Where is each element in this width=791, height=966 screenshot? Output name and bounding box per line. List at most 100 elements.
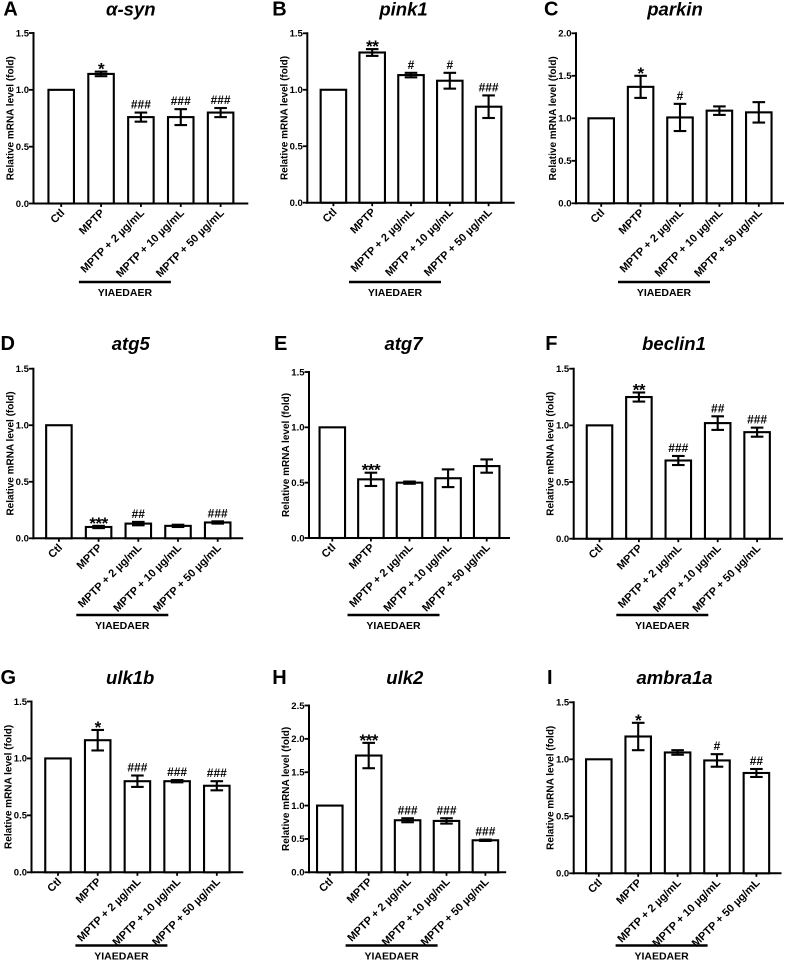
x-category-label: MPTP + 10 µg/mL bbox=[651, 542, 724, 615]
significance-marker: ** bbox=[366, 37, 379, 56]
x-category-label: MPTP + 10 µg/mL bbox=[381, 541, 454, 614]
x-category-label: MPTP bbox=[615, 877, 645, 907]
bar bbox=[203, 521, 232, 540]
x-category-label: Ctl bbox=[587, 542, 606, 561]
group-label: YIAEDAER bbox=[368, 287, 423, 299]
significance-marker: ### bbox=[131, 98, 151, 112]
x-category-label: Ctl bbox=[48, 207, 67, 226]
y-tick-label: 1.0 bbox=[559, 114, 572, 125]
bar bbox=[624, 735, 653, 875]
y-axis-label: Relative mRNA level (fold) bbox=[4, 725, 15, 849]
significance-marker: ## bbox=[132, 507, 146, 521]
bar bbox=[319, 88, 347, 204]
panel-title-d: atg5 bbox=[112, 333, 151, 354]
y-tick-label: 1.0 bbox=[291, 801, 304, 812]
y-axis-label: Relative mRNA level (fold) bbox=[6, 56, 17, 180]
significance-marker: ### bbox=[167, 765, 187, 779]
significance-marker: * bbox=[98, 60, 105, 79]
panel-title-g: ulk1b bbox=[106, 667, 154, 688]
significance-marker: # bbox=[407, 58, 414, 72]
y-tick-label: 0.5 bbox=[556, 812, 570, 823]
x-category-label: MPTP + 10 µg/mL bbox=[114, 207, 187, 280]
y-tick-label: 0.5 bbox=[291, 834, 305, 845]
bar bbox=[47, 88, 76, 205]
x-category-label: MPTP bbox=[617, 207, 647, 237]
panel-letter-g: G bbox=[1, 667, 17, 689]
panel-title-a: α-syn bbox=[106, 0, 156, 20]
bar bbox=[625, 395, 654, 540]
panel-letter-d: D bbox=[1, 333, 15, 355]
y-axis-label: Relative mRNA level (fold) bbox=[546, 392, 557, 516]
y-tick-label: 0.5 bbox=[559, 156, 573, 167]
bar bbox=[356, 478, 385, 540]
y-tick-label: 0.5 bbox=[556, 477, 570, 488]
y-axis-label: Relative mRNA level (fold) bbox=[281, 393, 292, 517]
y-axis-label: Relative mRNA level (fold) bbox=[548, 56, 559, 180]
y-tick-label: 1.5 bbox=[289, 29, 303, 40]
bar bbox=[435, 79, 464, 204]
panel-title-b: pink1 bbox=[378, 0, 427, 20]
x-category-label: MPTP + 50 µg/mL bbox=[422, 206, 495, 279]
y-tick-label: 1.0 bbox=[289, 85, 302, 96]
y-tick-label: 0.0 bbox=[291, 533, 304, 544]
y-tick-label: 1.0 bbox=[14, 754, 27, 765]
y-tick-label: 1.5 bbox=[16, 364, 30, 375]
significance-marker: ** bbox=[633, 381, 646, 400]
significance-marker: *** bbox=[361, 461, 380, 480]
panel-title-h: ulk2 bbox=[386, 667, 424, 688]
bar bbox=[587, 117, 616, 205]
panel-letter-e: E bbox=[274, 333, 287, 355]
y-tick-label: 1.5 bbox=[16, 28, 30, 39]
x-category-label: MPTP bbox=[77, 207, 107, 237]
x-category-label: Ctl bbox=[320, 206, 339, 225]
bar bbox=[743, 431, 772, 540]
y-tick-label: 0.0 bbox=[559, 199, 572, 210]
y-tick-label: 0.0 bbox=[291, 868, 304, 879]
y-axis-label: Relative mRNA level (fold) bbox=[279, 56, 290, 180]
significance-marker: ### bbox=[747, 413, 767, 427]
bar bbox=[123, 780, 152, 874]
y-tick-label: 1.5 bbox=[291, 768, 305, 779]
y-tick-label: 0.5 bbox=[16, 142, 30, 153]
bar bbox=[315, 804, 344, 874]
y-tick-label: 1.5 bbox=[556, 698, 570, 709]
significance-marker: ### bbox=[397, 803, 417, 817]
bar bbox=[45, 424, 73, 540]
significance-marker: ### bbox=[207, 766, 227, 780]
significance-marker: ### bbox=[208, 506, 228, 520]
bar bbox=[44, 757, 72, 874]
panel-letter-a: A bbox=[3, 0, 17, 21]
group-label: YIAEDAER bbox=[95, 620, 150, 632]
panel-title-f: beclin1 bbox=[642, 333, 706, 354]
bar bbox=[585, 758, 613, 875]
x-category-label: Ctl bbox=[317, 876, 336, 895]
panel-title-i: ambra1a bbox=[637, 667, 713, 688]
x-category-label: MPTP + 50 µg/mL bbox=[418, 876, 491, 949]
bar bbox=[627, 85, 655, 205]
group-label: YIAEDAER bbox=[366, 620, 421, 632]
significance-marker: # bbox=[446, 58, 453, 72]
y-tick-label: 0.5 bbox=[289, 142, 303, 153]
significance-marker: ### bbox=[436, 803, 456, 817]
significance-marker: ### bbox=[127, 761, 147, 775]
significance-marker: * bbox=[635, 711, 642, 730]
y-tick-label: 1.0 bbox=[556, 755, 569, 766]
y-tick-label: 0.5 bbox=[291, 478, 305, 489]
x-category-label: MPTP bbox=[344, 876, 374, 906]
x-category-label: MPTP + 50 µg/mL bbox=[693, 207, 766, 280]
x-category-label: Ctl bbox=[45, 876, 64, 895]
x-category-label: MPTP bbox=[348, 206, 378, 236]
significance-marker: *** bbox=[89, 514, 108, 533]
group-label: YIAEDAER bbox=[635, 951, 690, 963]
bar bbox=[87, 72, 115, 205]
group-label: YIAEDAER bbox=[94, 951, 149, 963]
